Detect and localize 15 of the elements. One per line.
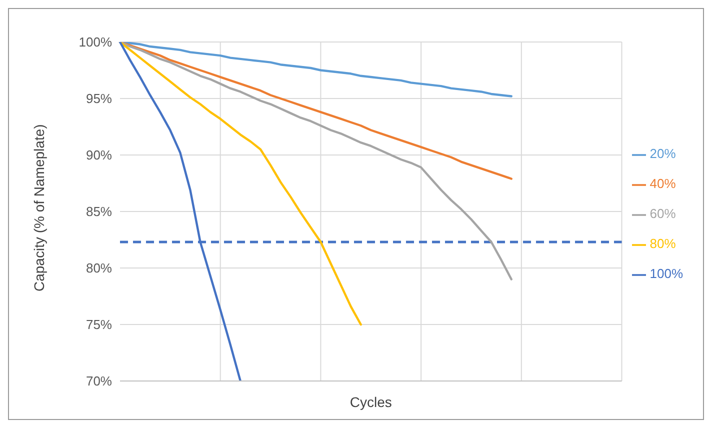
legend-label: 80%	[650, 236, 676, 251]
y-tick-label: 75%	[86, 317, 112, 332]
legend-label: 100%	[650, 266, 683, 281]
y-tick-label: 95%	[86, 91, 112, 106]
y-tick-label: 70%	[86, 374, 112, 389]
line-series	[118, 42, 362, 326]
y-axis-title: Capacity (% of Nameplate)	[30, 124, 47, 292]
y-tick-label: 85%	[86, 204, 112, 220]
legend-label: 40%	[650, 176, 676, 191]
x-axis-title: Cycles	[350, 394, 392, 410]
y-tick-label: 100%	[78, 34, 112, 50]
y-tick-label: 80%	[86, 260, 112, 276]
y-tick-label: 90%	[86, 148, 112, 163]
legend-label: 20%	[650, 146, 676, 161]
legend-label: 60%	[650, 206, 676, 221]
